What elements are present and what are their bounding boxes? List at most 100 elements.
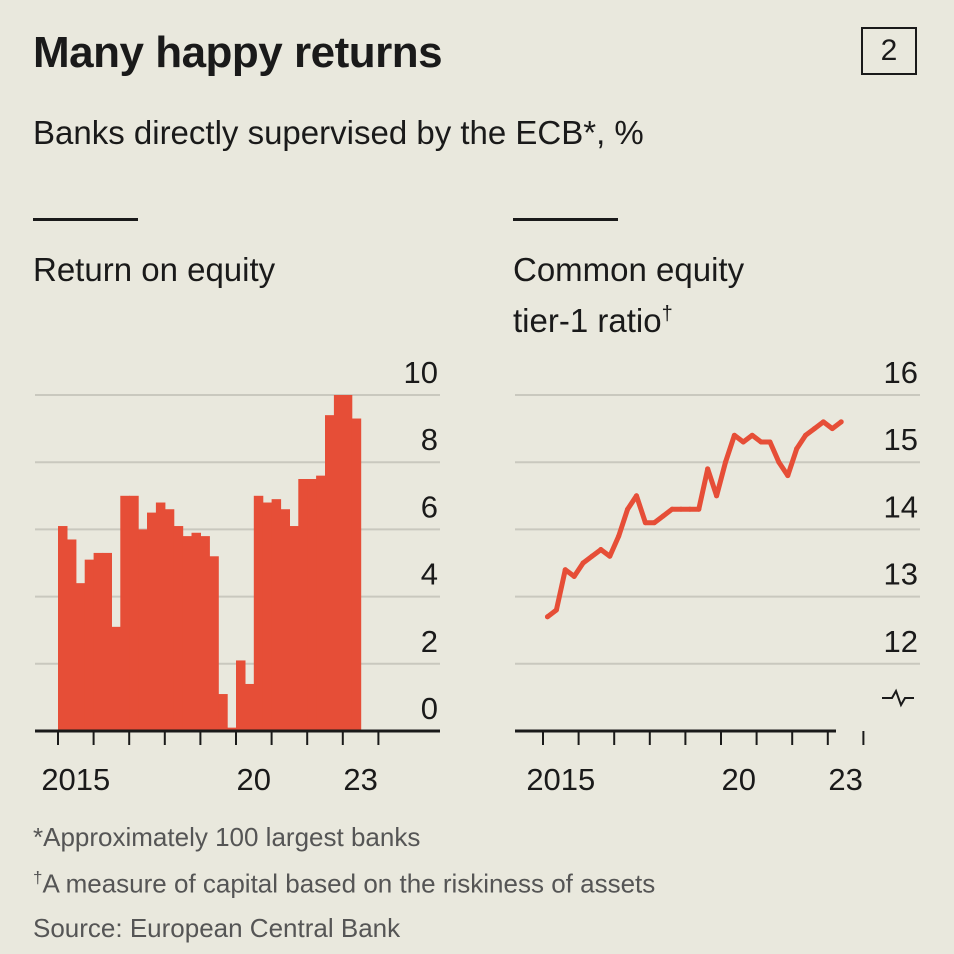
bar-roe — [93, 552, 104, 731]
bar-roe — [218, 694, 228, 731]
bar-roe — [155, 502, 166, 731]
point-cet1 — [553, 607, 559, 613]
bar-roe — [253, 495, 264, 731]
point-cet1 — [794, 446, 800, 452]
bar-roe — [191, 532, 201, 731]
footnote-dagger-text: A measure of capital based on the riskin… — [42, 868, 656, 899]
bar-roe — [342, 395, 353, 731]
footnote-dagger: †A measure of capital based on the riski… — [33, 868, 655, 900]
point-cet1 — [678, 506, 684, 512]
point-cet1 — [642, 520, 648, 526]
point-cet1 — [776, 459, 782, 465]
bar-roe — [164, 509, 175, 731]
bar-roe — [280, 509, 290, 731]
panel-title-cet1-line2: tier-1 ratio† — [513, 292, 744, 343]
x-tick-label-roe: 2015 — [41, 762, 110, 797]
bar-roe — [200, 536, 210, 731]
bar-roe — [75, 583, 86, 731]
chart-number-badge: 2 — [861, 27, 917, 75]
bar-roe — [102, 552, 112, 731]
dagger-mark: † — [661, 303, 673, 325]
panel-title-cet1-line2-text: tier-1 ratio — [513, 302, 662, 339]
bar-roe — [262, 502, 273, 731]
y-tick-label-cet1: 13 — [884, 557, 918, 592]
y-tick-label-roe: 2 — [421, 624, 438, 659]
bar-roe — [351, 418, 362, 731]
bar-roe — [120, 495, 130, 731]
point-cet1 — [616, 533, 622, 539]
chart-subtitle: Banks directly supervised by the ECB*, % — [33, 114, 644, 151]
point-cet1 — [633, 493, 639, 499]
point-cet1 — [714, 493, 720, 499]
bar-roe — [325, 415, 335, 731]
panel-rule-left — [33, 218, 138, 221]
chart-title: Many happy returns — [33, 28, 443, 77]
panel-title-cet1-line1: Common equity — [513, 251, 745, 288]
point-cet1 — [580, 560, 586, 566]
bar-roe — [289, 526, 299, 731]
point-cet1 — [607, 553, 613, 559]
point-cet1 — [758, 439, 764, 445]
bar-roe — [209, 556, 219, 731]
bar-roe — [84, 559, 95, 731]
y-tick-label-cet1: 14 — [884, 489, 918, 524]
point-cet1 — [749, 432, 755, 438]
line-series-cet1 — [545, 419, 844, 620]
x-tick-label-roe: 20 — [237, 762, 271, 797]
point-cet1 — [740, 439, 746, 445]
point-cet1 — [722, 459, 728, 465]
y-tick-label-cet1: 15 — [884, 422, 918, 457]
y-tick-label-roe: 6 — [421, 489, 438, 524]
axis-break-icon — [882, 688, 914, 708]
point-cet1 — [820, 419, 826, 425]
x-tick-label-cet1: 2015 — [526, 762, 595, 797]
bar-roe — [307, 479, 317, 731]
point-cet1 — [669, 506, 675, 512]
bar-roe — [147, 512, 157, 731]
point-cet1 — [705, 466, 711, 472]
bar-roe — [58, 526, 68, 731]
point-cet1 — [562, 567, 568, 573]
point-cet1 — [803, 432, 809, 438]
bar-roe — [244, 683, 255, 731]
bar-roe — [111, 626, 121, 731]
point-cet1 — [544, 614, 550, 620]
bar-roe — [138, 529, 148, 731]
point-cet1 — [696, 506, 702, 512]
point-cet1 — [767, 439, 773, 445]
bar-roe — [236, 660, 246, 731]
bar-roe — [298, 479, 308, 731]
bar-roe — [227, 727, 237, 731]
y-tick-label-roe: 0 — [421, 691, 438, 726]
x-tick-label-cet1: 23 — [828, 762, 862, 797]
point-cet1 — [731, 432, 737, 438]
point-cet1 — [660, 513, 666, 519]
point-cet1 — [651, 520, 657, 526]
bar-roe — [173, 526, 184, 731]
panel-title-cet1: Common equity tier-1 ratio† — [513, 248, 744, 343]
panel-rule-right — [513, 218, 618, 221]
point-cet1 — [785, 473, 791, 479]
y-tick-label-cet1: 12 — [884, 624, 918, 659]
footnote-dagger-mark: † — [33, 868, 43, 887]
y-tick-label-roe: 8 — [421, 422, 438, 457]
y-tick-label-roe: 4 — [421, 557, 438, 592]
point-cet1 — [589, 553, 595, 559]
bar-roe — [316, 475, 326, 731]
point-cet1 — [838, 419, 844, 425]
point-cet1 — [687, 506, 693, 512]
point-cet1 — [829, 426, 835, 432]
y-tick-label-roe: 10 — [404, 355, 438, 390]
x-tick-label-cet1: 20 — [722, 762, 756, 797]
y-tick-label-cet1: 16 — [884, 355, 918, 390]
point-cet1 — [625, 506, 631, 512]
bar-roe — [129, 495, 139, 731]
bar-roe — [333, 395, 344, 731]
bar-roe — [271, 499, 282, 731]
footnote-asterisk: *Approximately 100 largest banks — [33, 822, 421, 852]
point-cet1 — [571, 573, 577, 579]
panel-title-roe: Return on equity — [33, 251, 276, 288]
source-note: Source: European Central Bank — [33, 913, 401, 943]
bar-roe — [182, 536, 193, 731]
